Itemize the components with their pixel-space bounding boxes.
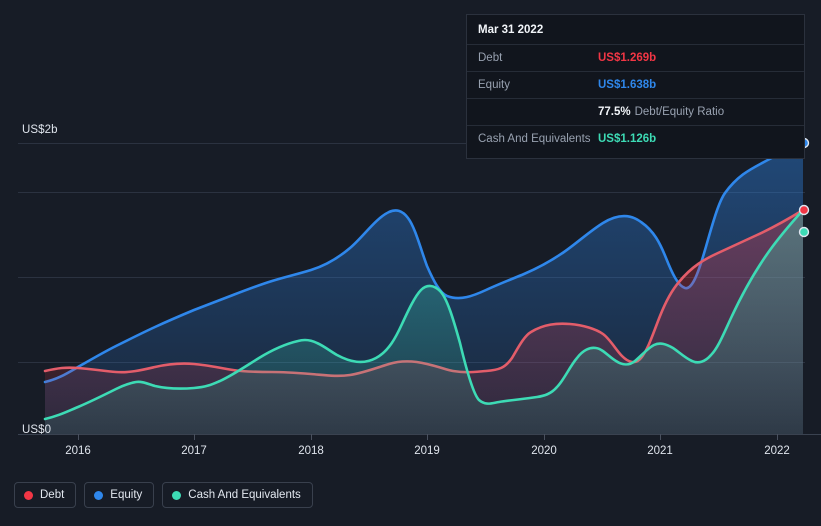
tooltip-value-equity: US$1.638b [598, 79, 657, 91]
debt-line [43, 208, 805, 378]
hover-cursor [805, 118, 821, 438]
plot-area [0, 118, 821, 438]
legend-dot-equity [94, 490, 104, 500]
tooltip-value-cash: US$1.126b [598, 133, 657, 145]
x-tick-mark [427, 434, 428, 440]
x-tick-label-2017: 2017 [181, 445, 207, 457]
tooltip-date: Mar 31 2022 [478, 24, 544, 36]
x-tick-mark [660, 434, 661, 440]
y-axis-label-bottom: US$0 [22, 424, 52, 436]
tooltip-key-equity: Equity [478, 79, 510, 91]
tooltip-row-equity: Equity US$1.638b [467, 71, 804, 98]
x-tick-label-2022: 2022 [764, 445, 790, 457]
tooltip-ratio-value: 77.5% [598, 106, 631, 118]
legend-dot-cash-and-equivalents [172, 490, 182, 500]
tooltip-key-debt: Debt [478, 52, 503, 64]
x-axis-line [18, 434, 821, 435]
debt-endpoint-dot [798, 204, 810, 216]
tooltip-row-debt-equity-ratio: 77.5% Debt/Equity Ratio [467, 98, 804, 125]
x-tick-label-2021: 2021 [647, 445, 673, 457]
legend-item-equity[interactable]: Equity [84, 482, 155, 508]
x-tick-label-2019: 2019 [414, 445, 440, 457]
tooltip-value-debt: US$1.269b [598, 52, 657, 64]
x-tick-mark [78, 434, 79, 440]
legend-label-debt: Debt [40, 489, 65, 501]
x-axis: 2016 2017 2018 2019 2020 2021 2022 [0, 434, 821, 470]
tooltip-key-cash: Cash And Equivalents [478, 133, 591, 145]
x-tick-label-2020: 2020 [531, 445, 557, 457]
tooltip-row-cash: Cash And Equivalents US$1.126b [467, 125, 804, 152]
legend-item-cash-and-equivalents[interactable]: Cash And Equivalents [162, 482, 313, 508]
legend-label-equity: Equity [110, 489, 143, 501]
series-group [43, 141, 805, 434]
y-axis-label-top: US$2b [22, 124, 58, 136]
tooltip-ratio-label: Debt/Equity Ratio [634, 106, 725, 118]
chart-svg [18, 118, 821, 438]
tooltip-row-debt: Debt US$1.269b [467, 44, 804, 71]
legend-dot-debt [24, 490, 33, 500]
x-tick-label-2016: 2016 [65, 445, 91, 457]
legend-item-debt[interactable]: Debt [14, 482, 77, 508]
x-tick-mark [544, 434, 545, 440]
legend-label-cash-and-equivalents: Cash And Equivalents [188, 489, 301, 501]
x-tick-mark [777, 434, 778, 440]
chart-legend: Debt Equity Cash And Equivalents [14, 482, 313, 508]
x-tick-label-2018: 2018 [298, 445, 324, 457]
cash-endpoint-dot [798, 226, 810, 238]
tooltip-card: Mar 31 2022 Debt US$1.269b Equity US$1.6… [466, 14, 805, 159]
x-tick-mark [311, 434, 312, 440]
x-tick-mark [194, 434, 195, 440]
cash-line [43, 208, 805, 421]
cash-area [45, 210, 803, 434]
